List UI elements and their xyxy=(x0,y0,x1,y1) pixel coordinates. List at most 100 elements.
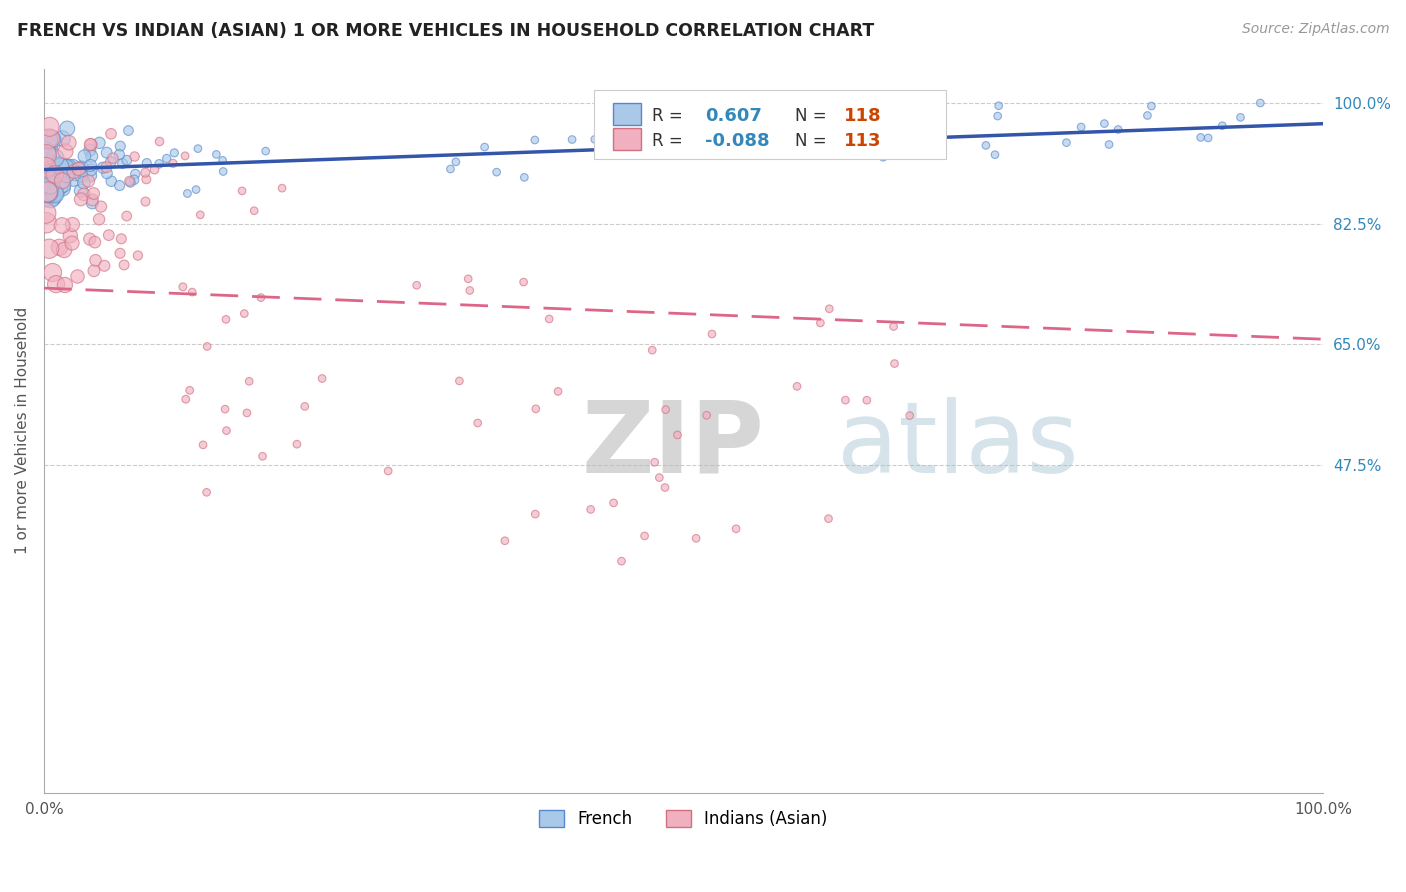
Point xyxy=(45,178,67,193)
Point xyxy=(1098,137,1121,152)
Point xyxy=(184,183,207,197)
Point xyxy=(118,174,141,188)
Text: R =: R = xyxy=(651,131,682,150)
Point xyxy=(73,149,96,163)
Point xyxy=(79,137,101,152)
Point xyxy=(39,178,62,192)
Point xyxy=(1197,131,1219,145)
Point xyxy=(162,156,184,170)
Point xyxy=(44,165,66,179)
Point xyxy=(512,275,534,289)
Point xyxy=(55,160,77,174)
Point xyxy=(124,149,146,163)
Point xyxy=(34,183,56,197)
Point xyxy=(70,192,93,206)
Point xyxy=(191,438,214,452)
Point xyxy=(214,402,236,417)
Point xyxy=(444,155,467,169)
Point xyxy=(156,152,179,166)
FancyBboxPatch shape xyxy=(613,103,641,125)
Point xyxy=(579,502,602,516)
Point xyxy=(77,174,100,188)
Point xyxy=(73,176,96,190)
Point xyxy=(55,145,77,159)
Point xyxy=(96,145,118,160)
Point xyxy=(135,172,157,186)
Legend: French, Indians (Asian): French, Indians (Asian) xyxy=(533,804,835,835)
Point xyxy=(696,409,718,423)
Point xyxy=(51,165,73,179)
Point xyxy=(1136,108,1159,122)
Point xyxy=(648,470,671,484)
Point xyxy=(1070,120,1092,134)
Point xyxy=(79,143,101,157)
Point xyxy=(215,312,238,326)
Point xyxy=(148,135,170,149)
Point xyxy=(60,235,83,250)
Point xyxy=(707,121,730,136)
Text: atlas: atlas xyxy=(837,397,1078,493)
Point xyxy=(238,374,260,388)
Point xyxy=(697,132,720,146)
Point xyxy=(231,184,253,198)
Point xyxy=(49,158,72,172)
Point xyxy=(41,171,63,186)
Text: 118: 118 xyxy=(844,107,882,125)
Point xyxy=(93,259,115,273)
Point xyxy=(37,185,59,199)
Point xyxy=(212,164,235,178)
Y-axis label: 1 or more Vehicles in Household: 1 or more Vehicles in Household xyxy=(15,307,30,554)
Text: R =: R = xyxy=(651,107,682,125)
Point xyxy=(179,384,201,398)
Point xyxy=(41,265,63,279)
Point xyxy=(80,137,103,152)
Point xyxy=(39,131,62,145)
Point xyxy=(974,138,997,153)
Point xyxy=(115,209,138,223)
Point xyxy=(243,203,266,218)
Point xyxy=(405,278,427,293)
Point xyxy=(55,168,77,182)
Point xyxy=(800,133,823,147)
Point xyxy=(51,181,73,195)
Point xyxy=(211,153,233,168)
Point xyxy=(583,132,606,146)
Point xyxy=(883,319,905,334)
Point xyxy=(120,175,142,189)
Point xyxy=(1107,122,1129,136)
Point xyxy=(1140,99,1163,113)
Point xyxy=(70,161,93,175)
Point xyxy=(271,181,294,195)
Point xyxy=(79,169,101,183)
Point xyxy=(233,307,256,321)
Point xyxy=(89,136,111,150)
Text: N =: N = xyxy=(794,107,827,125)
Point xyxy=(35,148,58,162)
Point xyxy=(38,174,60,188)
Point xyxy=(51,219,73,233)
Point xyxy=(205,147,228,161)
Point xyxy=(195,339,218,353)
Point xyxy=(174,392,197,407)
Point xyxy=(872,150,894,164)
Point xyxy=(1229,111,1251,125)
Point xyxy=(35,216,58,230)
Point xyxy=(41,165,63,179)
Point xyxy=(83,186,105,201)
Point xyxy=(44,187,66,202)
Point xyxy=(45,277,67,292)
Point xyxy=(70,169,93,183)
Point xyxy=(633,529,655,543)
Point xyxy=(44,167,66,181)
Point xyxy=(90,200,112,214)
Point xyxy=(1056,136,1078,150)
Text: ZIP: ZIP xyxy=(581,397,763,493)
Point xyxy=(39,191,62,205)
Point xyxy=(97,228,120,243)
Point xyxy=(713,136,735,151)
Point xyxy=(42,180,65,194)
Point xyxy=(38,242,60,256)
Point xyxy=(69,184,91,198)
Point xyxy=(66,269,89,284)
Point xyxy=(44,186,66,200)
